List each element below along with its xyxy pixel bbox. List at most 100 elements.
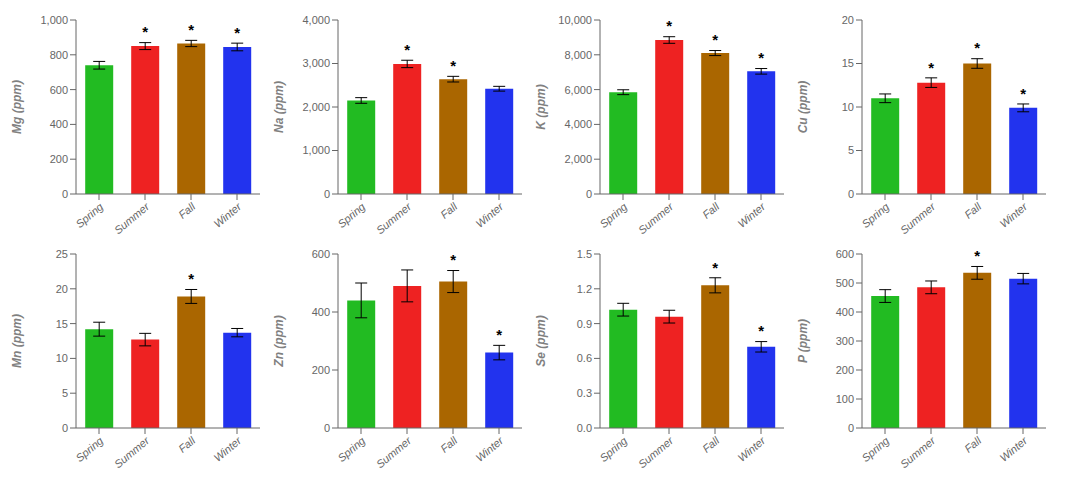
svg-text:0.9: 0.9 (577, 318, 592, 330)
svg-text:400: 400 (312, 306, 330, 318)
svg-text:3,000: 3,000 (302, 57, 330, 69)
svg-text:Spring: Spring (859, 434, 892, 464)
svg-text:0: 0 (848, 188, 854, 200)
svg-text:4,000: 4,000 (302, 14, 330, 26)
svg-text:Fall: Fall (962, 434, 984, 455)
svg-text:Spring: Spring (335, 200, 368, 230)
svg-text:Winter: Winter (211, 433, 244, 463)
svg-text:200: 200 (50, 153, 68, 165)
svg-text:*: * (188, 21, 194, 38)
svg-text:Summer: Summer (112, 433, 153, 470)
svg-text:0: 0 (324, 422, 330, 434)
svg-text:Zn (ppm): Zn (ppm) (272, 315, 286, 367)
svg-text:Winter: Winter (735, 433, 768, 463)
svg-text:P (ppm): P (ppm) (796, 319, 810, 363)
svg-text:*: * (758, 322, 764, 339)
svg-text:Na (ppm): Na (ppm) (272, 81, 286, 133)
svg-text:*: * (928, 59, 934, 76)
svg-text:*: * (758, 49, 764, 66)
svg-text:*: * (496, 326, 502, 343)
svg-text:Winter: Winter (997, 199, 1030, 229)
svg-text:*: * (142, 23, 148, 40)
svg-text:0: 0 (324, 188, 330, 200)
svg-text:600: 600 (836, 248, 854, 260)
svg-text:Winter: Winter (997, 433, 1030, 463)
svg-text:Fall: Fall (176, 200, 198, 221)
svg-text:Winter: Winter (735, 199, 768, 229)
svg-text:10,000: 10,000 (558, 14, 592, 26)
svg-text:K (ppm): K (ppm) (534, 84, 548, 129)
svg-text:Summer: Summer (374, 199, 415, 236)
svg-text:Fall: Fall (438, 200, 460, 221)
svg-text:Spring: Spring (73, 434, 106, 464)
svg-text:10: 10 (56, 352, 68, 364)
svg-text:1.5: 1.5 (577, 248, 592, 260)
svg-text:8,000: 8,000 (564, 49, 592, 61)
svg-text:600: 600 (312, 248, 330, 260)
svg-text:Summer: Summer (374, 433, 415, 470)
svg-text:0: 0 (586, 188, 592, 200)
svg-text:500: 500 (836, 277, 854, 289)
svg-text:*: * (666, 17, 672, 34)
svg-text:1,000: 1,000 (302, 144, 330, 156)
svg-text:Fall: Fall (176, 434, 198, 455)
svg-text:15: 15 (56, 318, 68, 330)
svg-text:Fall: Fall (438, 434, 460, 455)
svg-text:20: 20 (842, 14, 854, 26)
svg-text:Winter: Winter (473, 433, 506, 463)
svg-text:Winter: Winter (473, 199, 506, 229)
svg-text:20: 20 (56, 283, 68, 295)
svg-text:*: * (712, 31, 718, 48)
svg-text:Summer: Summer (898, 199, 939, 236)
svg-text:300: 300 (836, 335, 854, 347)
svg-text:Spring: Spring (597, 434, 630, 464)
svg-text:200: 200 (312, 364, 330, 376)
svg-text:0.3: 0.3 (577, 387, 592, 399)
svg-text:Se (ppm): Se (ppm) (534, 315, 548, 366)
svg-text:Winter: Winter (211, 199, 244, 229)
svg-text:2,000: 2,000 (302, 101, 330, 113)
svg-text:*: * (974, 247, 980, 264)
svg-text:Mn (ppm): Mn (ppm) (10, 314, 24, 368)
svg-text:*: * (234, 24, 240, 41)
svg-text:400: 400 (836, 306, 854, 318)
svg-text:Mg (ppm): Mg (ppm) (10, 80, 24, 134)
svg-text:0: 0 (848, 422, 854, 434)
svg-text:600: 600 (50, 84, 68, 96)
svg-text:100: 100 (836, 393, 854, 405)
svg-text:4,000: 4,000 (564, 118, 592, 130)
svg-text:Summer: Summer (636, 199, 677, 236)
svg-text:0: 0 (62, 422, 68, 434)
svg-text:*: * (188, 270, 194, 287)
svg-text:5: 5 (848, 144, 854, 156)
svg-text:Summer: Summer (112, 199, 153, 236)
svg-text:*: * (450, 251, 456, 268)
svg-text:1.2: 1.2 (577, 283, 592, 295)
svg-text:400: 400 (50, 118, 68, 130)
svg-text:*: * (450, 57, 456, 74)
svg-text:Fall: Fall (700, 434, 722, 455)
svg-text:Summer: Summer (636, 433, 677, 470)
svg-text:Spring: Spring (597, 200, 630, 230)
svg-text:*: * (974, 39, 980, 56)
svg-text:*: * (712, 259, 718, 276)
svg-text:5: 5 (62, 387, 68, 399)
svg-text:6,000: 6,000 (564, 84, 592, 96)
svg-text:Spring: Spring (859, 200, 892, 230)
svg-text:Fall: Fall (962, 200, 984, 221)
svg-text:0.6: 0.6 (577, 352, 592, 364)
svg-text:2,000: 2,000 (564, 153, 592, 165)
svg-text:Cu (ppm): Cu (ppm) (796, 81, 810, 134)
svg-text:0: 0 (62, 188, 68, 200)
svg-text:Spring: Spring (73, 200, 106, 230)
svg-text:*: * (1020, 85, 1026, 102)
svg-text:1,000: 1,000 (40, 14, 68, 26)
svg-text:Spring: Spring (335, 434, 368, 464)
svg-text:Summer: Summer (898, 433, 939, 470)
svg-text:10: 10 (842, 101, 854, 113)
svg-text:25: 25 (56, 248, 68, 260)
svg-text:0.0: 0.0 (577, 422, 592, 434)
svg-text:200: 200 (836, 364, 854, 376)
svg-text:15: 15 (842, 57, 854, 69)
svg-text:800: 800 (50, 49, 68, 61)
